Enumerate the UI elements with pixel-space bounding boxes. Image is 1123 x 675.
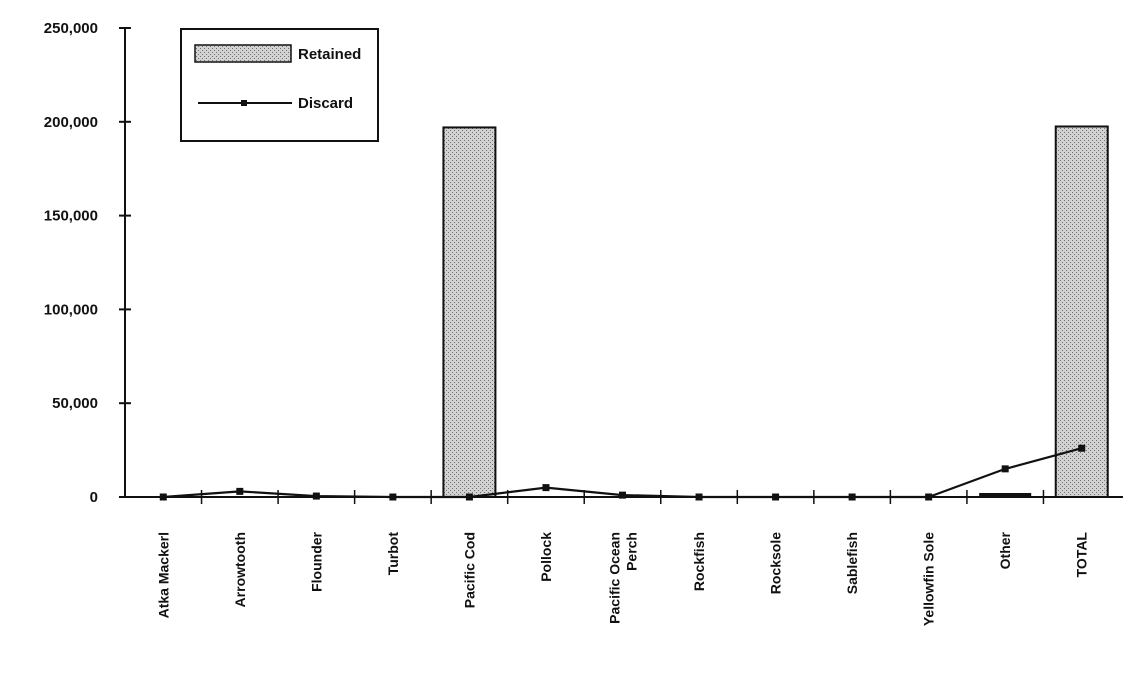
y-tick-label: 100,000 (44, 301, 98, 318)
x-category-label: Sablefish (844, 532, 860, 594)
y-tick-label: 200,000 (44, 114, 98, 131)
retained-bar (1054, 125, 1109, 499)
x-category-label: Pacific OceanPerch (607, 532, 640, 624)
discard-point (312, 492, 320, 500)
discard-point (695, 493, 703, 501)
x-category-label: Rockfish (691, 532, 707, 591)
retained-bars (442, 125, 1109, 499)
discard-point (619, 491, 626, 499)
x-axis-category-labels: Atka Mackerl Arrowtooth Flounder Turbot Paci… (155, 531, 1089, 626)
x-category-label: Arrowtooth (232, 532, 248, 607)
y-tick-label: 150,000 (44, 208, 98, 225)
discard-point (772, 493, 780, 501)
x-category-label: Yellowfin Sole (921, 532, 937, 626)
legend-marker-discard (241, 100, 247, 106)
y-tick-label: 0 (90, 489, 98, 506)
x-category-label: Turbot (385, 532, 401, 576)
legend-label-retained: Retained (298, 46, 361, 63)
x-category-label-line: Pacific Ocean (607, 532, 623, 624)
discard-line-series (159, 444, 1086, 501)
discard-point (542, 484, 550, 492)
x-category-label-line: Perch (624, 532, 640, 571)
discard-point (465, 493, 473, 501)
x-category-label: Flounder (308, 531, 324, 591)
discard-point (925, 493, 933, 501)
x-category-label: Other (997, 531, 1013, 569)
y-axis-tick-labels: 250,000 200,000 150,000 100,000 50,000 0 (44, 20, 98, 506)
x-category-label: Rocksole (768, 532, 784, 594)
x-category-label: Atka Mackerl (155, 532, 171, 618)
discard-point (389, 493, 397, 501)
y-tick-label: 250,000 (44, 20, 98, 37)
discard-point (1078, 444, 1086, 452)
retained-bar (442, 126, 497, 498)
discard-point (1001, 465, 1009, 473)
x-category-label: Pollock (538, 532, 554, 582)
x-category-label: Pacific Cod (461, 532, 477, 608)
retained-bar (979, 493, 1032, 497)
discard-point (159, 493, 167, 501)
discard-line (163, 447, 1082, 499)
legend-swatch-retained (194, 44, 292, 63)
y-tick-label: 50,000 (52, 395, 98, 412)
discard-point (236, 487, 244, 495)
legend: Retained Discard (180, 28, 379, 142)
legend-label-discard: Discard (298, 95, 353, 112)
discard-point (848, 493, 856, 501)
x-category-label: TOTAL (1074, 532, 1090, 578)
